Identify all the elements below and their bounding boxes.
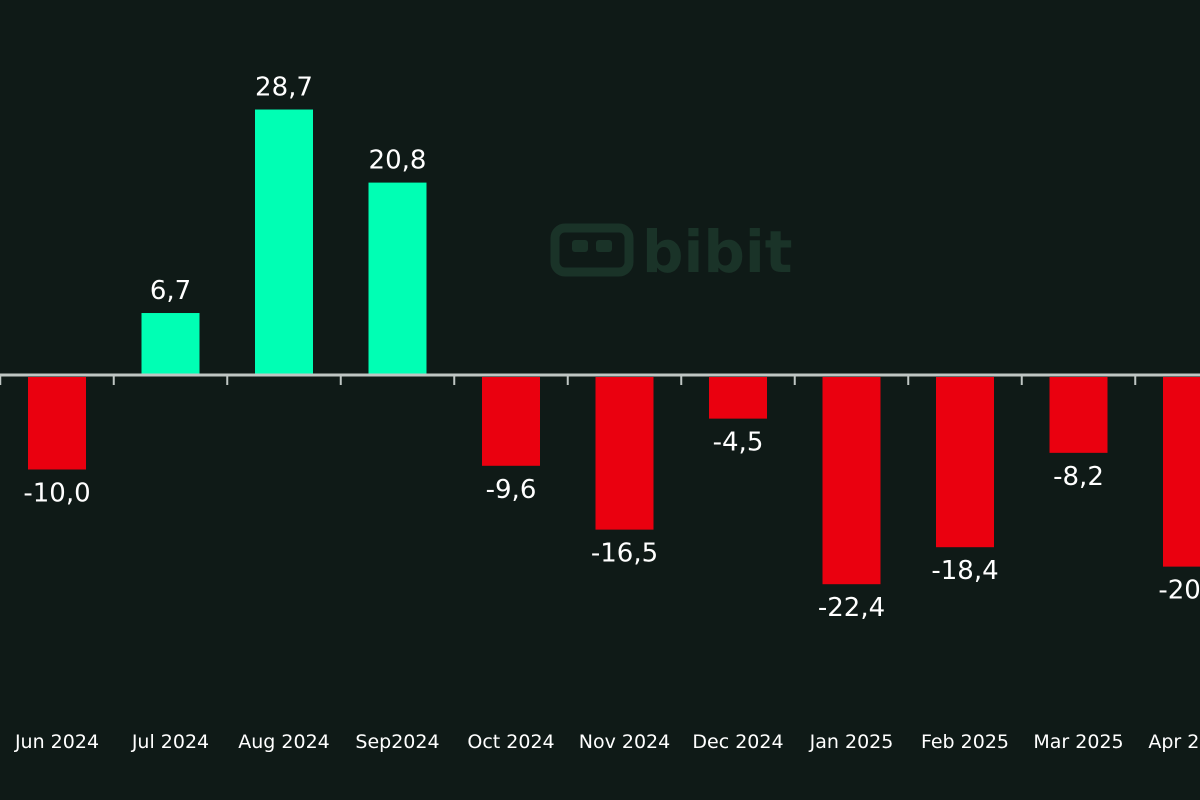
watermark: bibit [550, 218, 793, 286]
bar-3 [368, 182, 427, 375]
bar-7 [822, 377, 881, 585]
bar-10 [1163, 377, 1200, 567]
data-label-8: -18,4 [931, 556, 998, 586]
bar-2 [255, 109, 313, 376]
category-label-10: Apr 2025 [1148, 731, 1200, 753]
bar-5 [595, 377, 654, 530]
data-label-6: -4,5 [713, 428, 764, 458]
data-label-3: 20,8 [369, 146, 427, 176]
bibit-logo-icon [550, 223, 634, 277]
category-label-6: Dec 2024 [692, 731, 783, 753]
bar-9 [1049, 377, 1108, 453]
data-label-2: 28,7 [255, 73, 313, 103]
data-label-9: -8,2 [1053, 462, 1104, 492]
data-label-4: -9,6 [486, 475, 537, 505]
bar-8 [936, 377, 994, 548]
data-label-5: -16,5 [591, 539, 658, 569]
bar-6 [709, 377, 767, 419]
category-label-3: Sep2024 [355, 731, 439, 753]
labels-group: -10,0 Jun 2024 6,7 Jul 2024 28,7 Aug 2024 20,8… [14, 73, 1200, 753]
data-label-7: -22,4 [818, 593, 885, 623]
category-label-1: Jul 2024 [131, 731, 209, 753]
watermark-text: bibit [642, 218, 793, 286]
bar-0 [28, 377, 86, 470]
bar-1 [141, 313, 200, 375]
category-label-2: Aug 2024 [238, 731, 330, 753]
category-label-0: Jun 2024 [14, 731, 99, 753]
category-label-9: Mar 2025 [1033, 731, 1123, 753]
category-label-8: Feb 2025 [921, 731, 1009, 753]
bar-4 [482, 377, 540, 466]
category-label-5: Nov 2024 [579, 731, 670, 753]
data-label-0: -10,0 [23, 479, 90, 509]
category-label-4: Oct 2024 [467, 731, 554, 753]
category-label-7: Jan 2025 [809, 731, 894, 753]
data-label-10: -20,5 [1158, 576, 1200, 606]
bars-group [28, 109, 1200, 585]
data-label-1: 6,7 [150, 276, 191, 306]
axis-group [0, 373, 1200, 385]
